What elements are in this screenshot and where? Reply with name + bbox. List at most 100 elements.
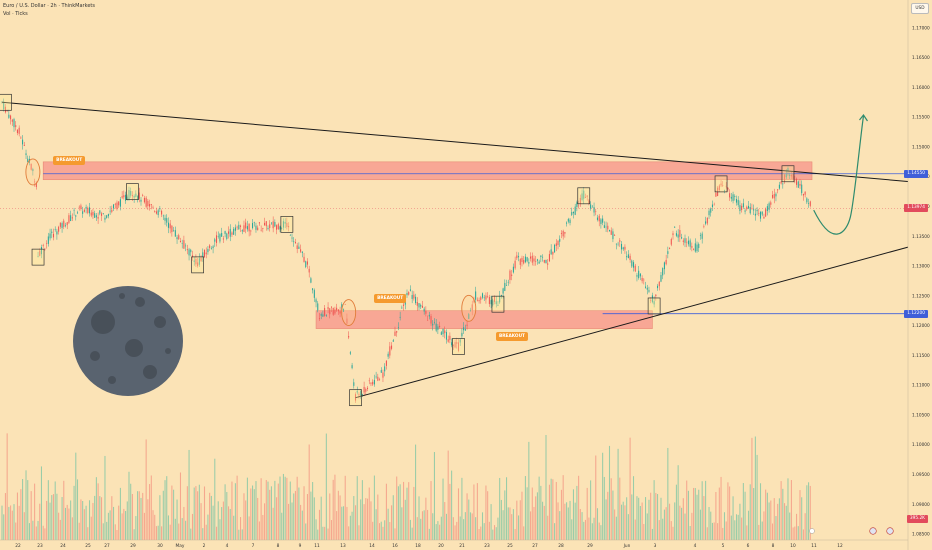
highlight-box[interactable] bbox=[781, 165, 795, 183]
candle bbox=[71, 217, 73, 219]
volume-bar bbox=[286, 477, 288, 540]
volume-bar bbox=[583, 521, 585, 540]
candle bbox=[667, 251, 669, 254]
candle bbox=[40, 247, 43, 255]
volume-bar bbox=[413, 486, 415, 540]
volume-bar bbox=[557, 502, 559, 540]
volume-bar bbox=[401, 507, 403, 540]
price-axis-panel[interactable] bbox=[908, 0, 932, 550]
volume-bar bbox=[11, 510, 13, 540]
volume-bar bbox=[452, 517, 454, 540]
candle bbox=[653, 301, 655, 305]
candle bbox=[694, 243, 696, 252]
volume-bar bbox=[54, 481, 56, 540]
candle bbox=[377, 376, 379, 381]
candle bbox=[1, 101, 3, 103]
candle bbox=[274, 222, 276, 227]
candle bbox=[61, 223, 63, 228]
projection-path[interactable] bbox=[813, 115, 865, 235]
volume-bar bbox=[375, 509, 377, 540]
candle bbox=[322, 314, 324, 317]
date-tick-label: Jun bbox=[623, 543, 631, 549]
highlight-circle[interactable] bbox=[25, 158, 41, 186]
highlight-box[interactable] bbox=[280, 216, 294, 233]
candle bbox=[742, 203, 744, 208]
candle bbox=[44, 248, 46, 250]
event-flag-icon[interactable] bbox=[886, 527, 894, 535]
breakout-badge[interactable]: BREAKOUT bbox=[374, 293, 407, 303]
price-tick-label: 1.15000 bbox=[912, 144, 930, 150]
volume-bar bbox=[291, 502, 293, 540]
highlight-box[interactable] bbox=[349, 389, 362, 407]
volume-bar bbox=[631, 494, 633, 540]
price-tick-label: 1.13500 bbox=[912, 234, 930, 240]
candle bbox=[590, 204, 592, 209]
highlight-circle[interactable] bbox=[341, 299, 357, 326]
candle bbox=[729, 193, 731, 198]
volume-bar bbox=[399, 484, 401, 540]
descending-trendline[interactable] bbox=[1, 101, 916, 183]
candle bbox=[174, 230, 176, 237]
volume-bar bbox=[255, 481, 257, 540]
highlight-box[interactable] bbox=[126, 183, 139, 200]
candle bbox=[620, 243, 623, 250]
symbol-title[interactable]: Euro / U.S. Dollar · 2h · ThinkMarkets bbox=[3, 3, 95, 9]
candle bbox=[178, 235, 180, 240]
volume-indicator-label[interactable]: Vol · Ticks bbox=[3, 11, 28, 17]
support-zone[interactable] bbox=[315, 310, 653, 329]
candle bbox=[687, 240, 689, 245]
candle bbox=[238, 224, 240, 230]
volume-bar bbox=[312, 482, 314, 540]
volume-bar bbox=[475, 517, 477, 540]
date-tick-label: 14 bbox=[369, 543, 375, 549]
candle bbox=[128, 190, 130, 200]
candle bbox=[70, 215, 72, 221]
highlight-box[interactable] bbox=[0, 93, 12, 111]
highlight-box[interactable] bbox=[191, 256, 204, 274]
highlight-circle[interactable] bbox=[461, 294, 477, 322]
candle bbox=[224, 231, 226, 234]
highlight-box[interactable] bbox=[491, 295, 505, 313]
highlight-box[interactable] bbox=[714, 175, 728, 193]
volume-bar bbox=[8, 506, 10, 540]
highlight-box[interactable] bbox=[577, 187, 591, 205]
candle bbox=[409, 289, 411, 291]
volume-bar bbox=[636, 496, 638, 540]
volume-bar bbox=[260, 478, 262, 540]
volume-bar bbox=[202, 528, 204, 540]
volume-bar bbox=[75, 452, 77, 540]
volume-bar bbox=[13, 504, 15, 540]
candle bbox=[591, 206, 593, 208]
candle bbox=[334, 309, 336, 314]
volume-bar bbox=[787, 478, 789, 540]
breakout-badge[interactable]: BREAKOUT bbox=[495, 331, 528, 341]
resistance-zone[interactable] bbox=[42, 161, 813, 181]
highlight-box[interactable] bbox=[31, 248, 45, 266]
event-flag-icon[interactable] bbox=[869, 527, 877, 535]
volume-bar bbox=[92, 502, 94, 540]
candle bbox=[229, 228, 231, 237]
candle bbox=[497, 305, 499, 306]
volume-bar bbox=[638, 497, 640, 540]
breakout-badge[interactable]: BREAKOUT bbox=[53, 156, 86, 166]
volume-bar bbox=[548, 484, 550, 540]
candle bbox=[226, 233, 228, 240]
volume-bar bbox=[404, 499, 406, 540]
date-tick-label: 29 bbox=[587, 543, 593, 549]
volume-bar bbox=[95, 477, 97, 540]
volume-bar bbox=[775, 516, 777, 540]
volume-bar bbox=[147, 499, 149, 540]
highlight-box[interactable] bbox=[647, 297, 661, 315]
volume-bar bbox=[796, 513, 798, 540]
date-tick-label: 30 bbox=[157, 543, 163, 549]
currency-button[interactable]: USD bbox=[911, 3, 929, 14]
volume-bar bbox=[550, 478, 552, 540]
candle bbox=[58, 226, 60, 232]
ascending-trendline[interactable] bbox=[355, 244, 916, 399]
scroll-to-latest-icon[interactable] bbox=[809, 528, 815, 534]
candle bbox=[387, 353, 389, 357]
volume-bar bbox=[18, 505, 20, 540]
highlight-box[interactable] bbox=[452, 338, 465, 355]
